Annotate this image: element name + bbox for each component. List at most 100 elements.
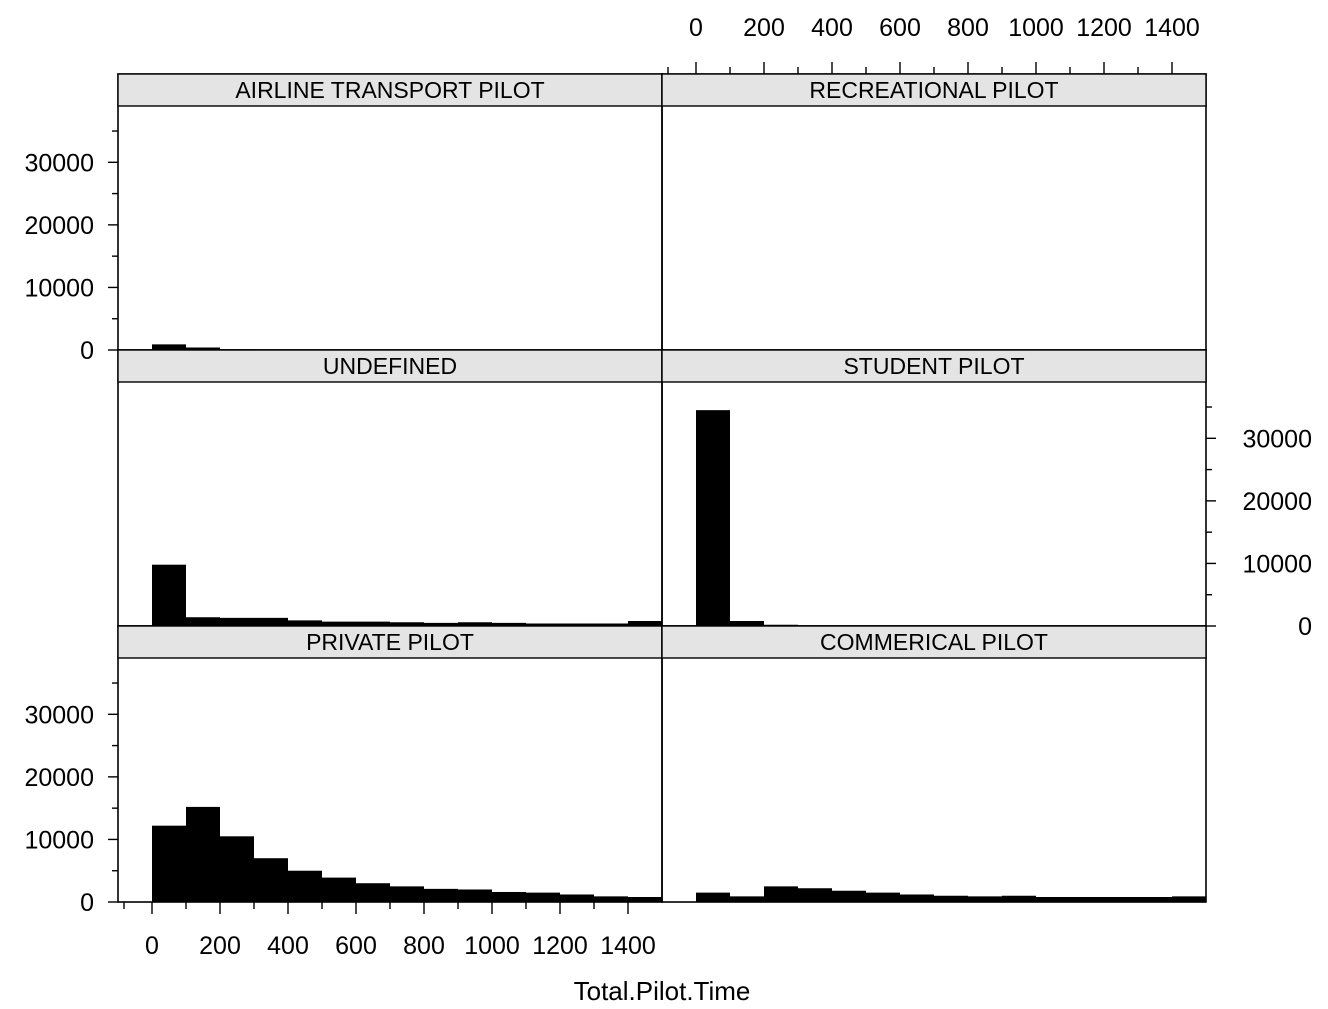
histogram-bar — [288, 870, 322, 902]
panel-strip-label: PRIVATE PILOT — [306, 629, 474, 655]
x-axis-top-2: 0 200 400 600 800 1000 1200 1400 — [667, 14, 1200, 74]
histogram-bar — [968, 896, 1002, 902]
histogram-bar — [798, 888, 832, 902]
histogram-bar — [1036, 896, 1070, 902]
x-tick-label: 0 — [689, 14, 703, 42]
x-axis-title: Total.Pilot.Time — [574, 976, 751, 1006]
y-tick-label: 20000 — [1242, 488, 1312, 516]
histogram-bar — [186, 347, 220, 350]
y-tick-label: 30000 — [24, 701, 94, 729]
histogram-bar — [458, 889, 492, 902]
x-tick-label: 1200 — [1076, 14, 1132, 42]
y-tick-label: 10000 — [24, 826, 94, 854]
panel-frame — [661, 73, 1207, 351]
histogram-bar — [356, 621, 390, 626]
panel-strip — [661, 73, 1207, 107]
y-tick-label: 30000 — [24, 149, 94, 177]
y-tick-label: 0 — [80, 889, 94, 917]
histogram-bar — [288, 620, 322, 626]
x-tick-label: 1000 — [1008, 14, 1064, 42]
panel-strip-label: STUDENT PILOT — [843, 353, 1024, 379]
y-tick-label: 20000 — [24, 764, 94, 792]
histogram-bar — [594, 896, 628, 902]
histogram-bar — [730, 620, 764, 626]
panel-private-pilot: PRIVATE PILOT — [117, 625, 663, 903]
panel-strip — [117, 349, 663, 383]
histogram-bar — [492, 891, 526, 902]
x-tick-label: 1400 — [600, 932, 656, 960]
axes-group: 0 200 400 600 800 1000 1200 1400 0 200 400 600 800 10… — [24, 14, 1312, 960]
histogram-bar — [186, 806, 220, 902]
histogram-bar — [322, 621, 356, 626]
histogram-bar — [1172, 896, 1206, 902]
x-axis-bottom-1: 0 200 400 600 800 1000 1200 1400 — [123, 902, 656, 960]
panel-commerical-pilot: COMMERICAL PILOT — [661, 625, 1207, 903]
panel-strip — [117, 625, 663, 659]
y-axis-left-1: 0 10000 20000 30000 — [24, 130, 118, 365]
histogram-bar — [220, 836, 254, 902]
x-tick-label: 600 — [879, 14, 921, 42]
histogram-bar — [1002, 895, 1036, 902]
histogram-bar — [1104, 896, 1138, 902]
x-tick-label: 1000 — [464, 932, 520, 960]
histogram-bar — [390, 886, 424, 902]
histogram-bar — [1138, 896, 1172, 902]
panel-frame — [661, 349, 1207, 627]
histogram-bar — [900, 894, 934, 902]
panel-strip-label: UNDEFINED — [323, 353, 457, 379]
histogram-bar — [730, 896, 764, 902]
panel-student-pilot: STUDENT PILOT — [661, 349, 1207, 627]
x-tick-label: 1400 — [1144, 14, 1200, 42]
x-tick-label: 800 — [947, 14, 989, 42]
panel-undefined: UNDEFINED — [117, 349, 663, 627]
x-tick-label: 0 — [145, 932, 159, 960]
histogram-bar — [492, 622, 526, 626]
panel-strip — [661, 625, 1207, 659]
panel-strip-label: RECREATIONAL PILOT — [809, 77, 1058, 103]
histogram-bar — [526, 892, 560, 902]
histogram-bar — [152, 564, 186, 626]
histogram-bar — [560, 623, 594, 626]
panel-frame — [661, 625, 1207, 903]
histogram-bar — [424, 622, 458, 626]
histogram-bar — [934, 895, 968, 902]
y-tick-label: 30000 — [1242, 425, 1312, 453]
histogram-bar — [220, 617, 254, 626]
histogram-bar — [628, 896, 662, 902]
histogram-bar — [560, 894, 594, 902]
histogram-bar — [424, 888, 458, 902]
y-tick-label: 20000 — [24, 212, 94, 240]
histogram-bar — [594, 623, 628, 626]
panel-strip-label: COMMERICAL PILOT — [820, 629, 1048, 655]
histogram-bar — [1070, 896, 1104, 902]
histogram-bar — [832, 890, 866, 902]
histogram-bar — [254, 617, 288, 626]
panel-strip — [661, 349, 1207, 383]
y-tick-label: 0 — [1298, 613, 1312, 641]
histogram-bar — [764, 886, 798, 902]
panels-group: AIRLINE TRANSPORT PILOT RECREATIONAL PILO… — [117, 73, 1207, 903]
x-tick-label: 400 — [811, 14, 853, 42]
x-tick-label: 400 — [267, 932, 309, 960]
y-tick-label: 10000 — [24, 274, 94, 302]
x-tick-label: 200 — [743, 14, 785, 42]
y-axis-right-2: 0 10000 20000 30000 — [1206, 406, 1312, 641]
histogram-bar — [152, 825, 186, 902]
histogram-bar — [866, 892, 900, 902]
histogram-bar — [458, 622, 492, 626]
panel-frame — [117, 349, 663, 627]
histogram-bar — [186, 617, 220, 626]
panel-recreational-pilot: RECREATIONAL PILOT — [661, 73, 1207, 351]
y-tick-label: 0 — [80, 337, 94, 365]
y-axis-left-3: 0 10000 20000 30000 — [24, 682, 118, 917]
panel-strip-label: AIRLINE TRANSPORT PILOT — [235, 77, 544, 103]
x-tick-label: 200 — [199, 932, 241, 960]
histogram-bar — [628, 620, 662, 626]
histogram-bar — [356, 883, 390, 902]
x-tick-label: 800 — [403, 932, 445, 960]
histogram-bar — [526, 623, 560, 626]
panel-strip — [117, 73, 663, 107]
histogram-bar — [322, 877, 356, 902]
panel-frame — [117, 73, 663, 351]
